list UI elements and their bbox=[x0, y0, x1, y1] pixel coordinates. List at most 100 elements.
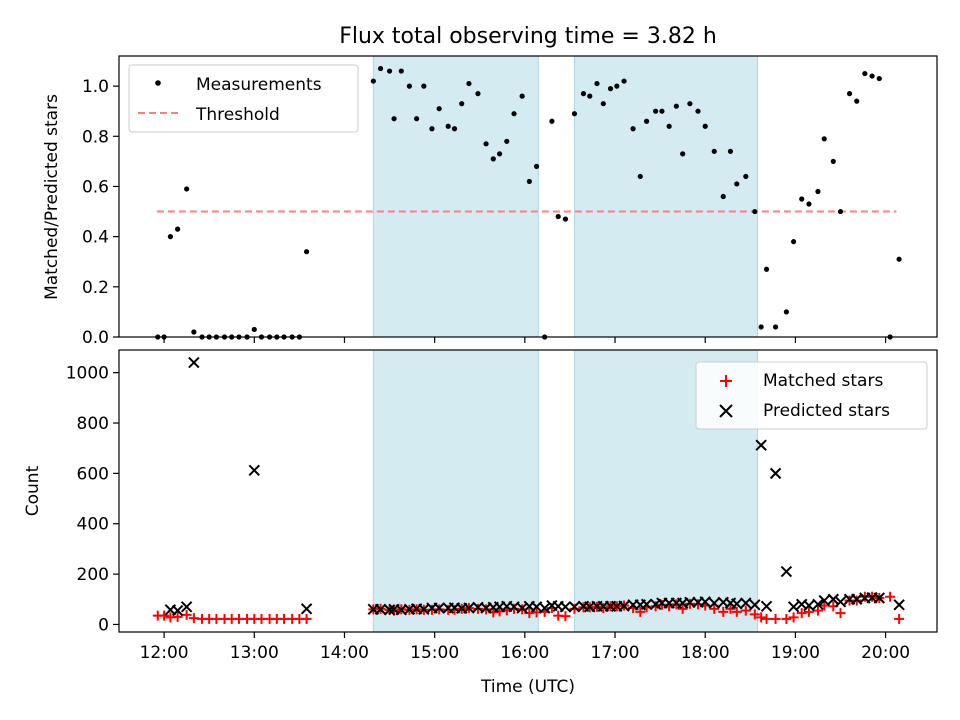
bottom-y-tick-label: 1000 bbox=[66, 364, 109, 384]
measurement-point bbox=[743, 173, 749, 180]
bottom-y-tick-label: 600 bbox=[77, 464, 109, 484]
legend-threshold-label: Threshold bbox=[195, 105, 280, 125]
measurement-point bbox=[496, 151, 503, 157]
top-y-axis-label: Matched/Predicted stars bbox=[42, 94, 62, 300]
top-legend: Measurements Threshold bbox=[128, 64, 359, 133]
matched-star-point bbox=[172, 611, 183, 622]
predicted-star-point bbox=[769, 467, 782, 480]
measurement-point bbox=[391, 116, 397, 122]
measurement-point bbox=[791, 239, 797, 245]
bottom-legend: Matched stars Predicted stars bbox=[695, 361, 928, 430]
bottom-y-axis-label: Count bbox=[23, 465, 43, 516]
matched-star-point bbox=[835, 608, 846, 619]
measurement-point bbox=[673, 103, 679, 109]
matched-star-point bbox=[894, 613, 905, 624]
predicted-star-point bbox=[749, 599, 761, 611]
predicted-star-point bbox=[755, 439, 767, 451]
predicted-star-point bbox=[568, 601, 581, 613]
measurement-point bbox=[799, 196, 805, 202]
measurement-point bbox=[580, 91, 587, 97]
predicted-star-point bbox=[834, 596, 847, 608]
predicted-star-point bbox=[188, 356, 200, 369]
predicted-star-point bbox=[618, 600, 630, 612]
legend-measurements-marker bbox=[155, 80, 161, 86]
measurement-point bbox=[720, 193, 726, 200]
bottom-y-tick-label: 800 bbox=[77, 414, 109, 434]
legend-predicted-marker bbox=[719, 404, 733, 418]
legend-measurements-label: Measurements bbox=[196, 75, 322, 95]
measurement-point bbox=[869, 73, 875, 79]
measurement-point bbox=[251, 326, 257, 333]
chart-title: Flux total observing time = 3.82 h bbox=[339, 24, 717, 49]
measurement-point bbox=[386, 68, 393, 74]
matched-star-point bbox=[656, 599, 667, 610]
measurement-point bbox=[896, 256, 902, 262]
matched-star-point bbox=[796, 608, 807, 619]
measurement-point bbox=[421, 83, 427, 89]
predicted-star-point bbox=[433, 602, 445, 614]
measurement-point bbox=[876, 75, 882, 82]
predicted-star-point bbox=[803, 599, 815, 612]
bottom-y-tick-label: 200 bbox=[77, 565, 109, 585]
legend-predicted-label: Predicted stars bbox=[763, 401, 890, 421]
bottom-panel: 0 200 400 600 800 1000 12:00 13:00 14:00 15:00 16… bbox=[23, 349, 938, 697]
matched-star-point bbox=[819, 600, 830, 611]
measurement-point bbox=[772, 324, 779, 330]
predicted-star-point bbox=[180, 601, 193, 613]
measurement-point bbox=[303, 249, 310, 255]
measurement-point bbox=[614, 83, 620, 89]
matched-star-point bbox=[731, 606, 742, 617]
matched-star-point bbox=[718, 606, 729, 617]
measurement-point bbox=[659, 108, 665, 114]
predicted-star-point bbox=[873, 592, 885, 604]
matched-star-point bbox=[812, 605, 823, 616]
matched-star-point bbox=[740, 605, 751, 616]
measurement-point bbox=[758, 324, 764, 330]
measurement-point bbox=[184, 186, 190, 192]
x-tick-label: 18:00 bbox=[681, 643, 730, 663]
measurement-point bbox=[587, 93, 593, 99]
predicted-star-point bbox=[463, 602, 475, 614]
measurement-point bbox=[630, 126, 636, 132]
bottom-axes-frame bbox=[118, 349, 938, 633]
predicted-star-point bbox=[812, 598, 824, 611]
x-tick-label: 17:00 bbox=[591, 643, 640, 663]
predicted-star-point bbox=[374, 603, 387, 616]
x-tick-label: 16:00 bbox=[500, 643, 549, 663]
top-y-tick-label: 0.4 bbox=[82, 228, 109, 248]
measurement-point bbox=[406, 83, 413, 89]
measurement-point bbox=[451, 126, 458, 132]
top-y-tick-label: 0.2 bbox=[82, 278, 109, 298]
predicted-star-point bbox=[740, 597, 752, 609]
measurement-point bbox=[711, 148, 717, 154]
predicted-star-point bbox=[699, 596, 711, 608]
measurement-point bbox=[167, 234, 174, 240]
matched-star-point bbox=[725, 603, 736, 614]
measurement-point bbox=[806, 201, 812, 207]
matched-star-point bbox=[159, 610, 170, 621]
measurement-point bbox=[687, 101, 693, 107]
measurement-point bbox=[511, 111, 517, 117]
legend-matched-marker bbox=[720, 375, 732, 387]
measurement-point bbox=[175, 226, 181, 232]
matched-star-point bbox=[301, 613, 312, 624]
predicted-star-point bbox=[383, 604, 396, 616]
predicted-star-point bbox=[559, 601, 572, 613]
measurement-point bbox=[830, 158, 836, 164]
x-tick-label: 15:00 bbox=[410, 643, 459, 663]
matched-star-point bbox=[756, 612, 767, 623]
measurement-point bbox=[815, 188, 821, 195]
predicted-star-point bbox=[248, 464, 260, 477]
measurement-point bbox=[752, 208, 758, 215]
predicted-star-point bbox=[787, 601, 800, 613]
top-y-tick-label: 0.6 bbox=[82, 177, 109, 197]
matched-star-point bbox=[635, 606, 646, 617]
predicted-star-point bbox=[760, 600, 773, 613]
matched-star-point bbox=[761, 613, 772, 624]
measurement-point bbox=[466, 80, 472, 87]
top-y-tick-label: 1.0 bbox=[82, 77, 109, 97]
measurement-point bbox=[562, 216, 569, 222]
measurement-point bbox=[862, 70, 868, 77]
measurement-point bbox=[637, 173, 643, 180]
measurement-point bbox=[846, 91, 853, 97]
